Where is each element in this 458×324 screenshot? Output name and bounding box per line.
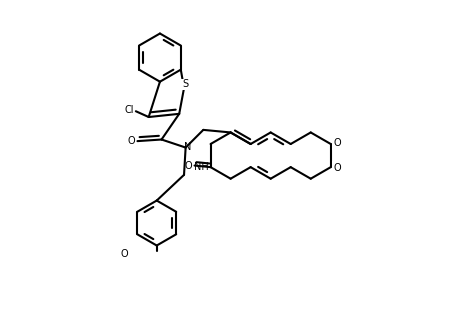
Text: Cl: Cl bbox=[124, 105, 134, 115]
Text: NH: NH bbox=[194, 162, 209, 172]
Text: O: O bbox=[333, 138, 341, 148]
Text: O: O bbox=[121, 249, 128, 259]
Text: O: O bbox=[185, 160, 192, 170]
Text: N: N bbox=[184, 142, 191, 152]
Text: O: O bbox=[333, 163, 341, 173]
Text: S: S bbox=[182, 79, 188, 89]
Text: O: O bbox=[128, 136, 136, 146]
